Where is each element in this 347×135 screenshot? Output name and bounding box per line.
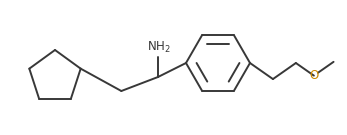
Text: O: O (309, 69, 319, 82)
Text: NH$_2$: NH$_2$ (147, 40, 171, 55)
